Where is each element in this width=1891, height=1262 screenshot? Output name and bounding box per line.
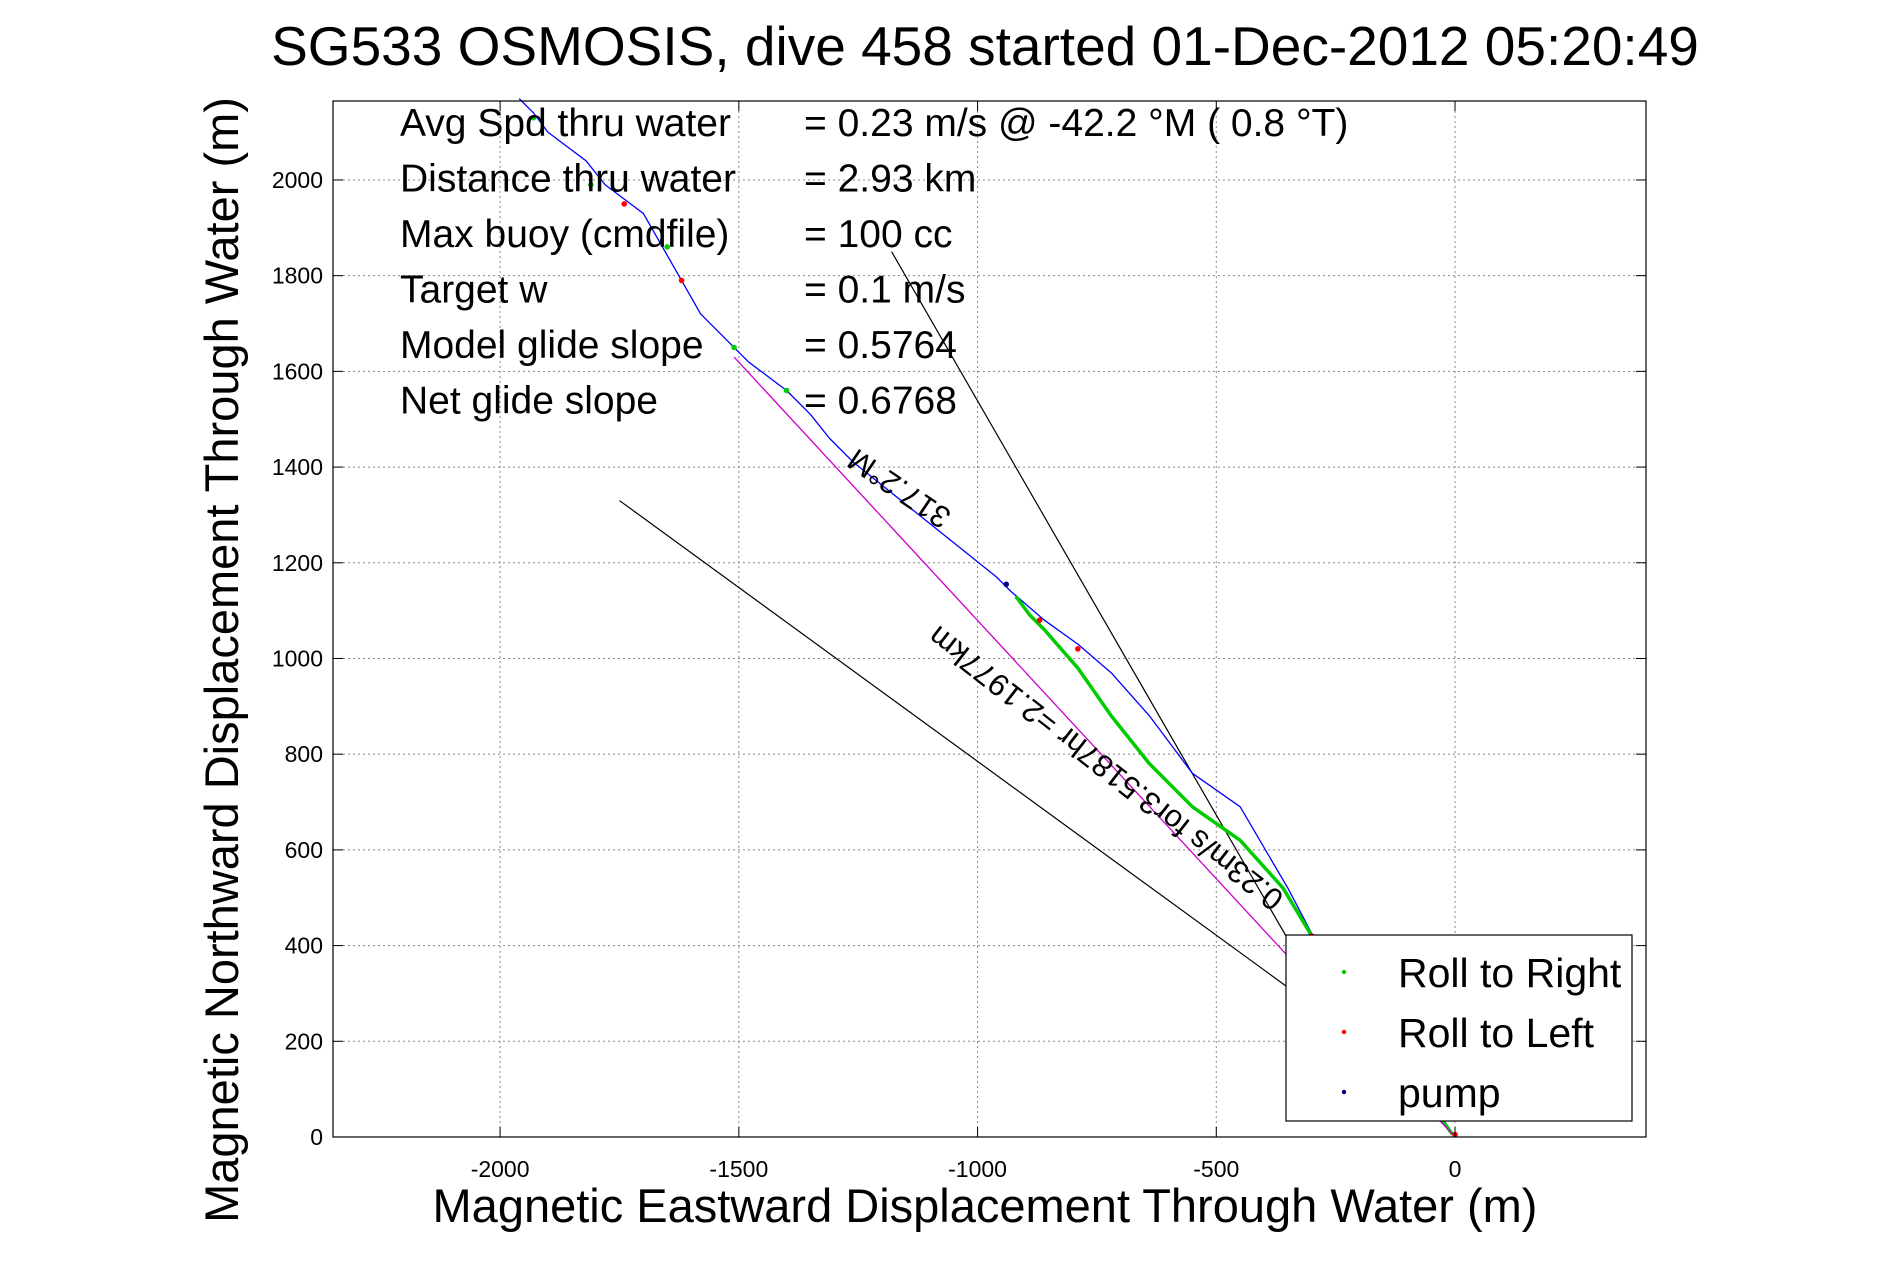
plot-frame — [332, 100, 1647, 1138]
y-tick-label: 2000 — [272, 167, 323, 193]
reference-line-0 — [619, 500, 1337, 1023]
marker-point — [588, 181, 594, 188]
marker-point — [530, 114, 537, 121]
y-tick-label: 400 — [285, 933, 323, 959]
y-tick-label: 1800 — [272, 263, 323, 289]
legend-label: Roll to Left — [1398, 1010, 1595, 1056]
marker-point — [621, 201, 628, 207]
legend: Roll to Right Roll to Left pump — [1285, 934, 1633, 1122]
info-label: Model glide slope — [400, 324, 704, 367]
x-tick-label: -1000 — [948, 1156, 1007, 1182]
x-tick-label: -2000 — [471, 1156, 530, 1182]
info-value: = 2.93 km — [804, 158, 976, 201]
info-label: Max buoy (cmdfile) — [400, 213, 729, 256]
legend-marker — [1341, 969, 1347, 975]
info-label: Target w — [400, 269, 548, 312]
chart-title: SG533 OSMOSIS, dive 458 started 01-Dec-2… — [271, 15, 1699, 77]
y-tick-label: 1000 — [272, 645, 323, 671]
marker-point — [678, 277, 685, 284]
y-tick-label: 1400 — [272, 454, 323, 480]
legend-label: pump — [1398, 1070, 1501, 1116]
x-tick-label: -500 — [1193, 1156, 1239, 1182]
legend-marker — [1341, 1029, 1347, 1035]
info-label: Avg Spd thru water — [400, 102, 731, 145]
marker-point — [664, 244, 671, 250]
y-tick-label: 800 — [285, 741, 323, 767]
info-label: Net glide slope — [400, 380, 658, 423]
marker-point — [1075, 646, 1081, 652]
x-tick-label: -1500 — [709, 1156, 768, 1182]
reference-line-1 — [891, 251, 1337, 1023]
marker-point — [1036, 617, 1043, 623]
track-series-0 — [518, 98, 1456, 1138]
legend-label: Roll to Right — [1398, 950, 1622, 996]
info-value: = 100 cc — [804, 213, 953, 256]
marker-point — [1003, 581, 1010, 588]
info-value: = 0.23 m/s @ -42.2 °M ( 0.8 °T) — [804, 102, 1348, 145]
y-tick-label: 1200 — [272, 550, 323, 576]
y-tick-label: 1600 — [272, 358, 323, 384]
x-axis-title: Magnetic Eastward Displacement Through W… — [433, 1179, 1538, 1232]
info-value: = 0.1 m/s — [804, 269, 965, 312]
marker-point — [731, 344, 737, 351]
y-axis-title: Magnetic Northward Displacement Through … — [195, 97, 248, 1223]
y-tick-label: 600 — [285, 837, 323, 863]
x-tick-label: 0 — [1449, 1156, 1462, 1182]
y-tick-label: 0 — [310, 1124, 323, 1150]
info-value: = 0.6768 — [804, 380, 957, 423]
info-value: = 0.5764 — [804, 324, 957, 367]
info-label: Distance thru water — [400, 158, 736, 201]
legend-marker — [1341, 1089, 1347, 1095]
y-tick-label: 200 — [285, 1028, 323, 1054]
info-panel: Avg Spd thru water = 0.23 m/s @ -42.2 °M … — [400, 102, 1348, 423]
marker-point — [783, 387, 790, 394]
tick-layer: -2000 -1500 -1000 -500 0 0 200 400 600 800 1000 120… — [272, 101, 1646, 1182]
